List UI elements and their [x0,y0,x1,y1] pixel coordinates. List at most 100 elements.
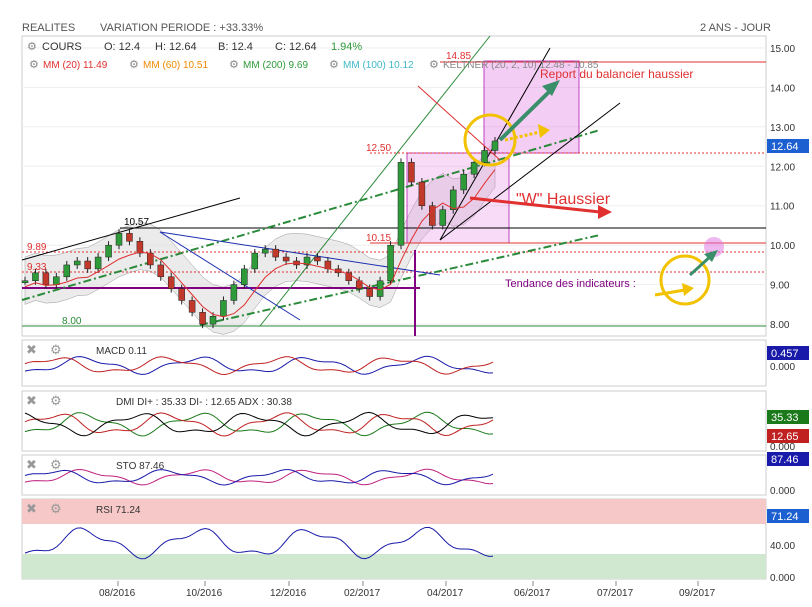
last-price-tag [767,139,809,153]
candle [481,150,488,163]
indicator-label: STO 87.46 [116,461,165,472]
indicator-line [24,526,494,560]
level-1057-label: 10.57 [124,217,149,228]
period-variation: VARIATION PERIODE : +33.33% [100,22,264,34]
gear-icon: ⚙ [50,342,62,357]
level-1485-label: 14.85 [446,51,471,62]
indicator-value-tag [767,429,809,443]
candle [314,256,321,262]
candle [251,252,259,270]
date-axis: 08/2016 10/2016 12/2016 02/2017 04/2017 06/20… [99,581,716,599]
indicator-value: 12.65 [771,431,799,443]
candle [418,181,426,206]
candle [460,173,467,191]
candle [167,276,175,289]
date-tick-label: 07/2017 [597,588,634,599]
level-933-label: 9.33 [27,262,47,273]
indicator-tick-label: 0.000 [770,486,795,497]
candle [136,241,144,254]
quote-low: B: 12.4 [218,41,253,53]
symbol-name: REALITES [22,22,76,34]
date-tick-label: 12/2016 [270,588,307,599]
candle [387,244,394,281]
yellow-arrow-1-head [538,124,550,138]
ma-label: MM (60) 10.51 [143,60,208,71]
indicator-line [24,356,494,376]
candle [449,189,457,210]
gear-icon: ⚙ [50,501,62,516]
gear-icon: ⚙ [329,59,339,71]
candle [84,260,91,270]
ma-label: MM (100) 10.12 [343,60,414,71]
candle [126,233,133,242]
black-trend-2 [439,102,621,241]
candle [429,205,436,226]
level-1015-label: 10.15 [366,233,391,244]
date-tick-label: 10/2016 [186,588,223,599]
indicator-tick-label: 40.00 [770,541,795,552]
date-tick-label: 04/2017 [427,588,464,599]
gear-icon[interactable]: ⚙ [27,41,37,53]
indicator-line [24,468,494,486]
quote-open: O: 12.4 [104,41,140,53]
rsi-oversold-zone [22,554,766,579]
date-tick-label: 09/2017 [679,588,716,599]
arrow-up-2 [688,253,714,277]
gear-icon: ⚙ [129,59,139,71]
level-800-label: 8.00 [62,316,82,327]
candle [73,260,81,266]
arrow-up-2-head [704,250,718,262]
indicator-line [24,469,494,486]
date-tick-label: 08/2016 [99,588,136,599]
indicator-tick-label: 0.000 [770,573,795,584]
candle [188,300,196,313]
black-trend-1 [21,197,241,261]
candle [53,276,60,285]
indicator-label: MACD 0.11 [96,346,147,357]
price-tick-label: 15.00 [770,44,795,55]
red-arrow-head [598,205,612,219]
candle [220,300,227,317]
candle [209,316,217,325]
ma-label: MM (20) 11.49 [43,60,108,71]
indicator-line [24,411,494,437]
close-icon: ✖ [26,501,37,516]
chart-header: REALITES VARIATION PERIODE : +33.33% 2 A… [0,0,812,36]
quote-change: 1.94% [331,41,362,53]
indicator-value-tag [767,346,809,360]
price-tick-label: 12.00 [770,162,795,173]
quote-row: ⚙ COURS O: 12.4 H: 12.64 B: 12.4 C: 12.6… [27,41,362,53]
main-grid [22,47,766,325]
candle [94,256,102,270]
yellow-arrow-2 [654,288,686,297]
moving-averages-row: ⚙ MM (20) 11.49 ⚙ MM (60) 10.51 ⚙ MM (200) 9.… [29,59,599,71]
red-trend-line [417,85,501,161]
indicator-line [24,412,494,437]
target-dot [704,237,724,257]
indicator-label: DMI DI+ : 35.33 DI- : 12.65 ADX : 30.38 [116,397,292,408]
candle [366,288,373,297]
green-trend-line [259,35,491,327]
price-tick-label: 10.00 [770,241,795,252]
candle [178,288,185,301]
yellow-arrow-2-head [682,283,694,296]
arrow-up-1 [498,86,555,142]
blue-trend-2 [159,231,301,321]
indicator-value: 71.24 [771,511,799,523]
price-candles [21,137,499,329]
arrow-up-1-head [542,80,560,96]
period-selector[interactable]: 2 ANS - JOUR [700,22,771,34]
candle [470,162,478,175]
indicator-tick-label: 0.000 [770,442,795,453]
candle [303,256,311,266]
candle [21,280,29,283]
candle [261,248,269,254]
indicator-value: 35.33 [771,412,799,424]
quote-close: C: 12.64 [275,41,317,53]
tendance-annotation: Tendance des indicateurs : [505,278,636,290]
indicator-value: 0.457 [771,348,799,360]
ma-label: MM (200) 9.69 [243,60,308,71]
date-tick-label: 02/2017 [344,588,381,599]
indicator-value-tag [767,509,809,523]
